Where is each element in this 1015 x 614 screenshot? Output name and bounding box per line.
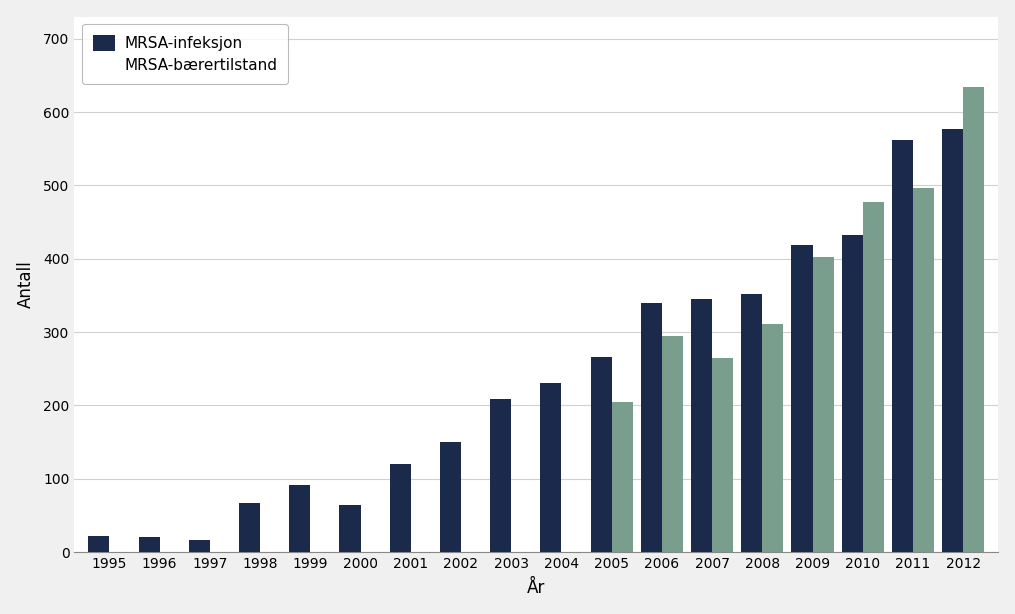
Bar xyxy=(189,540,210,552)
Bar xyxy=(792,245,813,552)
Bar xyxy=(662,336,683,552)
Bar xyxy=(640,303,662,552)
X-axis label: År: År xyxy=(527,580,545,597)
Bar xyxy=(942,129,963,552)
Bar xyxy=(912,188,934,552)
Bar xyxy=(863,202,884,552)
Bar xyxy=(239,503,260,552)
Bar xyxy=(841,235,863,552)
Bar xyxy=(591,357,612,552)
Bar xyxy=(741,294,762,552)
Bar xyxy=(963,87,985,552)
Bar xyxy=(490,399,512,552)
Bar xyxy=(713,359,733,552)
Bar xyxy=(88,536,110,552)
Bar xyxy=(439,442,461,552)
Bar xyxy=(813,257,833,552)
Bar xyxy=(612,402,632,552)
Bar xyxy=(390,464,411,552)
Bar xyxy=(691,299,713,552)
Bar xyxy=(892,140,912,552)
Bar xyxy=(540,383,561,552)
Bar xyxy=(138,537,159,552)
Bar xyxy=(289,486,311,552)
Bar xyxy=(339,505,360,552)
Y-axis label: Antall: Antall xyxy=(16,260,35,308)
Legend: MRSA-infeksjon, MRSA-bærertilstand: MRSA-infeksjon, MRSA-bærertilstand xyxy=(82,25,288,84)
Bar xyxy=(762,324,784,552)
